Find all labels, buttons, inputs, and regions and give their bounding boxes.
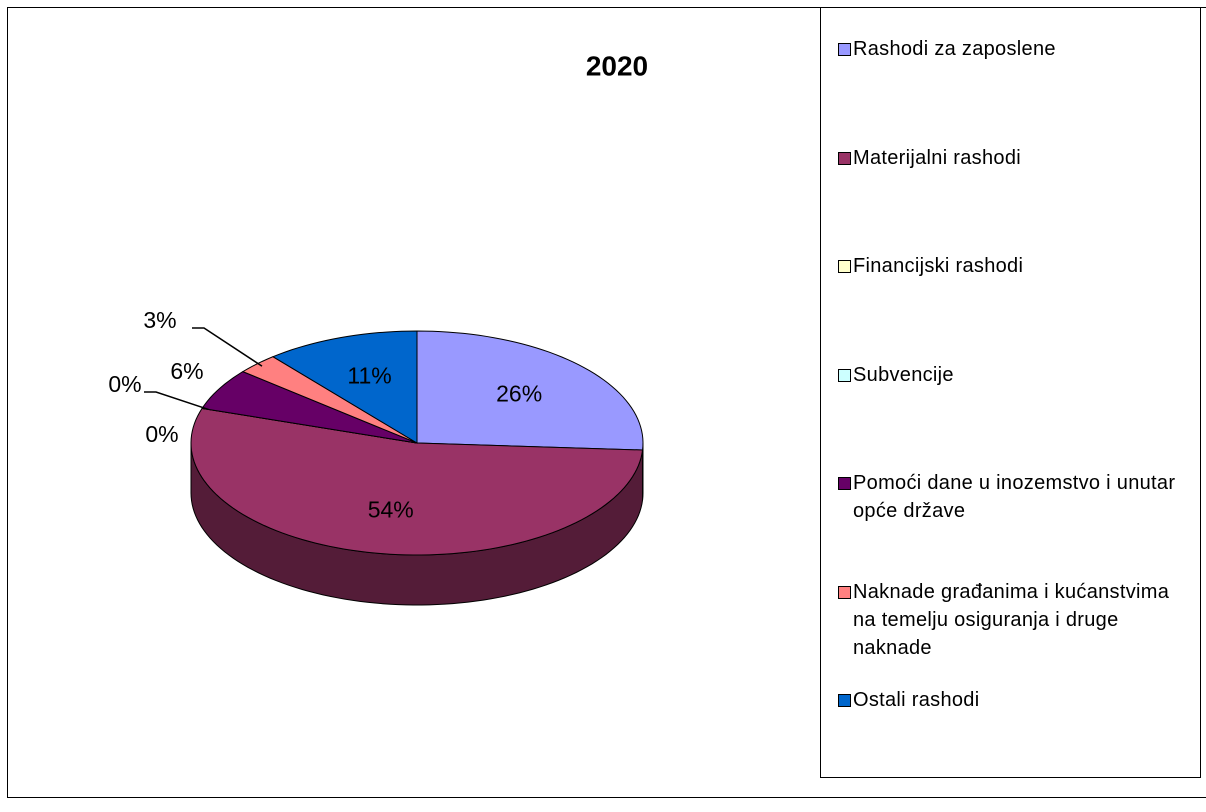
slice [271,330,418,444]
chart-title: 2020 [586,50,648,81]
leader-line [144,391,209,411]
legend-label: Rashodi za zaposlene [853,38,1056,60]
legend-label: Pomoći dane u inozemstvo i unutar opće d… [853,472,1176,522]
legend-item: Naknade građanima i kućanstvima na temel… [838,578,1183,662]
data-label: 54% [368,496,414,522]
data-label: 6% [170,358,203,384]
leader-line [192,327,263,367]
legend-item: Ostali rashodi [838,686,1183,714]
data-label: 0% [145,421,178,447]
legend-swatch [838,43,851,56]
data-label: 11% [347,363,391,389]
data-label: 26% [496,381,542,407]
legend-label: Naknade građanima i kućanstvima na temel… [853,580,1170,659]
slice [190,407,644,556]
legend-swatch [838,260,851,273]
legend-item: Pomoći dane u inozemstvo i unutar opće d… [838,469,1183,525]
slice [201,371,418,444]
legend-swatch [838,585,851,599]
legend-label: Materijalni rashodi [853,146,1021,169]
legend-swatch [838,694,851,707]
legend-swatch [838,477,851,490]
data-label: 3% [143,307,176,333]
slice [416,330,644,451]
legend-swatch [838,151,851,165]
legend-item: Financijski rashodi [838,252,1183,280]
legend-label: Financijski rashodi [853,255,1024,277]
legend-item: Subvencije [838,361,1183,389]
legend-item: Materijalni rashodi [838,144,1183,172]
legend-label: Ostali rashodi [853,689,980,711]
data-label: 0% [108,371,141,397]
legend-label: Subvencije [853,363,954,386]
legend-swatch [838,368,851,382]
legend-box [820,7,1201,778]
legend-item: Rashodi za zaposlene [838,35,1183,63]
